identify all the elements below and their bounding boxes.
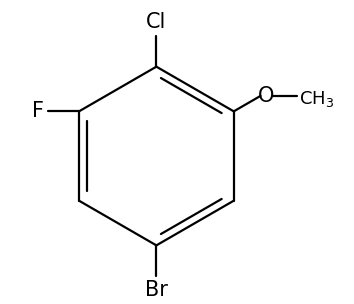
Text: Cl: Cl: [146, 12, 167, 32]
Text: O: O: [257, 86, 274, 106]
Text: CH$_3$: CH$_3$: [299, 89, 335, 109]
Text: Br: Br: [145, 280, 168, 300]
Text: F: F: [32, 101, 44, 121]
